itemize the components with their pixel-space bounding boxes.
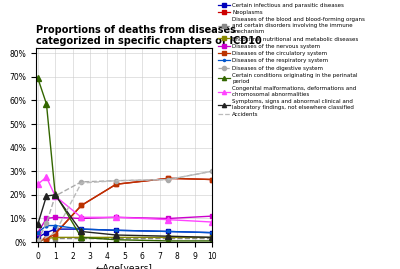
Symptoms, signs and abnormal clinical and
laboratory findings, not elsewhere classified [35,223,40,226]
Diseases of the respiratory system [114,229,118,232]
Line: Diseases of the blood and blood-forming organs
and certain disorders involving the immune
mechanism: Diseases of the blood and blood-forming … [36,236,214,243]
Diseases of the blood and blood-forming organs
and certain disorders involving the immune
mechanism [79,237,84,240]
Diseases of the digestive system [166,178,171,181]
Neoplasms [114,183,118,186]
Symptoms, signs and abnormal clinical and
laboratory findings, not elsewhere classified [44,194,49,198]
Neoplasms [166,177,171,180]
Diseases of the nervous system [53,216,58,219]
Diseases of the respiratory system [79,228,84,231]
Symptoms, signs and abnormal clinical and
laboratory findings, not elsewhere classified [53,193,58,196]
Certain infectious and parasitic diseases [114,229,118,232]
Legend: Certain infectious and parasitic diseases, Neoplasms, Diseases of the blood and : Certain infectious and parasitic disease… [218,3,365,117]
Line: Neoplasms: Neoplasms [36,176,214,243]
Diseases of the blood and blood-forming organs
and certain disorders involving the immune
mechanism [35,239,40,243]
Endocrine, nutritional and metabolic diseases [44,237,49,240]
Diseases of the digestive system [53,194,58,198]
Diseases of the circulatory system [53,232,58,235]
Diseases of the circulatory system [35,239,40,243]
Diseases of the blood and blood-forming organs
and certain disorders involving the immune
mechanism [210,237,214,240]
Endocrine, nutritional and metabolic diseases [166,236,171,239]
Diseases of the respiratory system [166,230,171,233]
Accidents [114,179,118,182]
Certain infectious and parasitic diseases [79,228,84,231]
Neoplasms [210,178,214,181]
Diseases of the nervous system [35,231,40,234]
Line: Diseases of the circulatory system: Diseases of the circulatory system [36,176,214,243]
Line: Congenital malformations, deformations and
chromosomal abnormalities: Congenital malformations, deformations a… [35,174,215,225]
X-axis label: ←Age[years]: ←Age[years] [96,264,152,269]
Certain conditions originating in the perinatal
period [114,238,118,241]
Diseases of the blood and blood-forming organs
and certain disorders involving the immune
mechanism [114,237,118,240]
Diseases of the nervous system [166,217,171,220]
Congenital malformations, deformations and
chromosomal abnormalities [114,216,118,219]
Text: Proportions of deaths from diseases
categorized in specific chapters of ICD10: Proportions of deaths from diseases cate… [36,25,262,46]
Line: Diseases of the nervous system: Diseases of the nervous system [36,214,214,235]
Certain infectious and parasitic diseases [53,228,58,231]
Diseases of the circulatory system [166,177,171,180]
Certain conditions originating in the perinatal
period [210,239,214,243]
Diseases of the digestive system [210,170,214,173]
Accidents [210,170,214,173]
Accidents [166,178,171,181]
Accidents [79,181,84,185]
Diseases of the nervous system [210,214,214,218]
Certain conditions originating in the perinatal
period [79,236,84,239]
Endocrine, nutritional and metabolic diseases [210,236,214,239]
Accidents [35,240,40,243]
Accidents [53,231,58,234]
Line: Symptoms, signs and abnormal clinical and
laboratory findings, not elsewhere classified: Symptoms, signs and abnormal clinical an… [35,192,215,240]
Diseases of the circulatory system [210,178,214,181]
Certain conditions originating in the perinatal
period [44,102,49,105]
Line: Accidents: Accidents [38,171,212,241]
Congenital malformations, deformations and
chromosomal abnormalities [79,216,84,219]
Line: Certain conditions originating in the perinatal
period: Certain conditions originating in the pe… [35,75,215,244]
Accidents [44,236,49,239]
Neoplasms [44,237,49,240]
Neoplasms [53,232,58,235]
Symptoms, signs and abnormal clinical and
laboratory findings, not elsewhere classified [79,230,84,233]
Diseases of the respiratory system [35,231,40,234]
Certain infectious and parasitic diseases [166,230,171,233]
Certain infectious and parasitic diseases [35,236,40,239]
Line: Certain infectious and parasitic diseases: Certain infectious and parasitic disease… [36,227,214,239]
Diseases of the circulatory system [44,237,49,240]
Congenital malformations, deformations and
chromosomal abnormalities [44,176,49,179]
Diseases of the respiratory system [210,231,214,234]
Symptoms, signs and abnormal clinical and
laboratory findings, not elsewhere classified [210,236,214,239]
Certain conditions originating in the perinatal
period [35,76,40,80]
Diseases of the digestive system [35,239,40,243]
Diseases of the digestive system [114,179,118,182]
Line: Endocrine, nutritional and metabolic diseases: Endocrine, nutritional and metabolic dis… [36,235,214,243]
Certain conditions originating in the perinatal
period [53,192,58,195]
Diseases of the circulatory system [114,183,118,186]
Certain conditions originating in the perinatal
period [166,239,171,243]
Diseases of the respiratory system [44,224,49,227]
Endocrine, nutritional and metabolic diseases [53,236,58,239]
Diseases of the blood and blood-forming organs
and certain disorders involving the immune
mechanism [44,238,49,241]
Line: Diseases of the digestive system: Diseases of the digestive system [36,169,214,243]
Endocrine, nutritional and metabolic diseases [35,239,40,243]
Certain infectious and parasitic diseases [210,231,214,234]
Neoplasms [35,239,40,243]
Diseases of the nervous system [79,217,84,220]
Symptoms, signs and abnormal clinical and
laboratory findings, not elsewhere classified [114,233,118,237]
Congenital malformations, deformations and
chromosomal abnormalities [35,183,40,186]
Diseases of the blood and blood-forming organs
and certain disorders involving the immune
mechanism [53,237,58,240]
Congenital malformations, deformations and
chromosomal abnormalities [166,218,171,221]
Diseases of the digestive system [79,180,84,183]
Diseases of the nervous system [114,216,118,219]
Certain infectious and parasitic diseases [44,231,49,234]
Diseases of the digestive system [44,222,49,225]
Diseases of the nervous system [44,217,49,220]
Congenital malformations, deformations and
chromosomal abnormalities [210,220,214,224]
Diseases of the circulatory system [79,204,84,207]
Congenital malformations, deformations and
chromosomal abnormalities [53,194,58,198]
Symptoms, signs and abnormal clinical and
laboratory findings, not elsewhere classified [166,235,171,238]
Diseases of the respiratory system [53,224,58,227]
Line: Diseases of the respiratory system: Diseases of the respiratory system [35,223,215,235]
Endocrine, nutritional and metabolic diseases [79,236,84,239]
Endocrine, nutritional and metabolic diseases [114,236,118,239]
Diseases of the blood and blood-forming organs
and certain disorders involving the immune
mechanism [166,237,171,240]
Neoplasms [79,204,84,207]
